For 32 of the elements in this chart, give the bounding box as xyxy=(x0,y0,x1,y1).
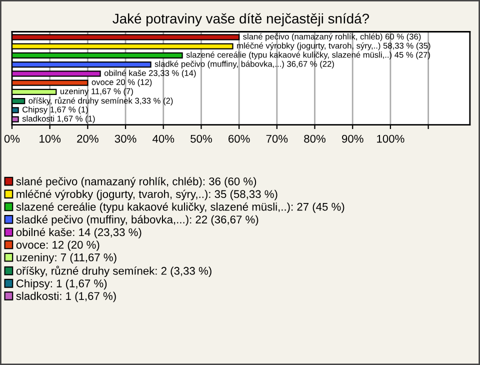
x-tick-label: 50% xyxy=(190,134,212,143)
data-label: sladké pečivo (muffiny, bábovka,...) 36,67 % (22) xyxy=(154,60,334,69)
legend-label: uzeniny: 7 (11,67 %) xyxy=(16,253,116,264)
data-label: obilné kaše 23,33 % (14) xyxy=(104,70,196,78)
x-tick-label: 70% xyxy=(266,134,288,143)
data-label: mléčné výrobky (jogurty, tvaroh, sýry,..) 58,33 % (35) xyxy=(237,42,430,50)
data-label: slazené cereálie (typu kakaové kuličky, slazené müsli,..) 45 % (27) xyxy=(186,52,430,60)
legend-label: slané pečivo (namazaný rohlík, chléb): 36 (60 %) xyxy=(16,177,256,188)
data-label: slané pečivo (namazaný rohlík, chléb) 60 % (36) xyxy=(243,33,421,42)
legend-label: mléčné výrobky (jogurty, tvaroh, sýry,..): 35 (58,33 %) xyxy=(16,190,278,200)
x-tick-label: 0% xyxy=(4,134,20,143)
data-label: uzeniny 11,67 % (7) xyxy=(60,88,133,96)
legend-label: sladké pečivo (muffiny, bábovka,...): 22 (36,67 %) xyxy=(16,215,258,226)
x-tick-label: 10% xyxy=(40,134,61,143)
legend-label: obilné kaše: 14 (23,33 %) xyxy=(16,228,142,238)
legend-label: ovoce: 12 (20 %) xyxy=(16,240,100,251)
data-label: oříšky, různé druhy semínek 3,33 % (2) xyxy=(28,96,173,106)
x-tick-label: 100% xyxy=(377,134,404,143)
x-tick-label: 80% xyxy=(304,134,326,143)
x-tick-label: 40% xyxy=(152,134,174,143)
data-label: Chipsy 1,67 % (1) xyxy=(22,106,88,114)
x-tick-label: 90% xyxy=(342,134,364,143)
x-tick-label: 30% xyxy=(114,134,136,143)
x-tick-label: 60% xyxy=(228,134,250,143)
legend-label: sladkosti: 1 (1,67 %) xyxy=(16,292,116,302)
legend-label: Chipsy: 1 (1,67 %) xyxy=(16,279,107,290)
chart-title: Jaké potraviny vaše dítě nejčastěji snídá? xyxy=(112,13,369,26)
data-label: ovoce 20 % (12) xyxy=(92,78,152,87)
legend-label: slazené cereálie (typu kakaové kuličky, slazené müsli,..): 27 (45 %) xyxy=(16,202,344,213)
data-label: sladkosti 1,67 % (1) xyxy=(22,115,95,124)
x-tick-label: 20% xyxy=(77,134,98,143)
legend-label: oříšky, různé druhy semínek: 2 (3,33 %) xyxy=(16,266,212,277)
